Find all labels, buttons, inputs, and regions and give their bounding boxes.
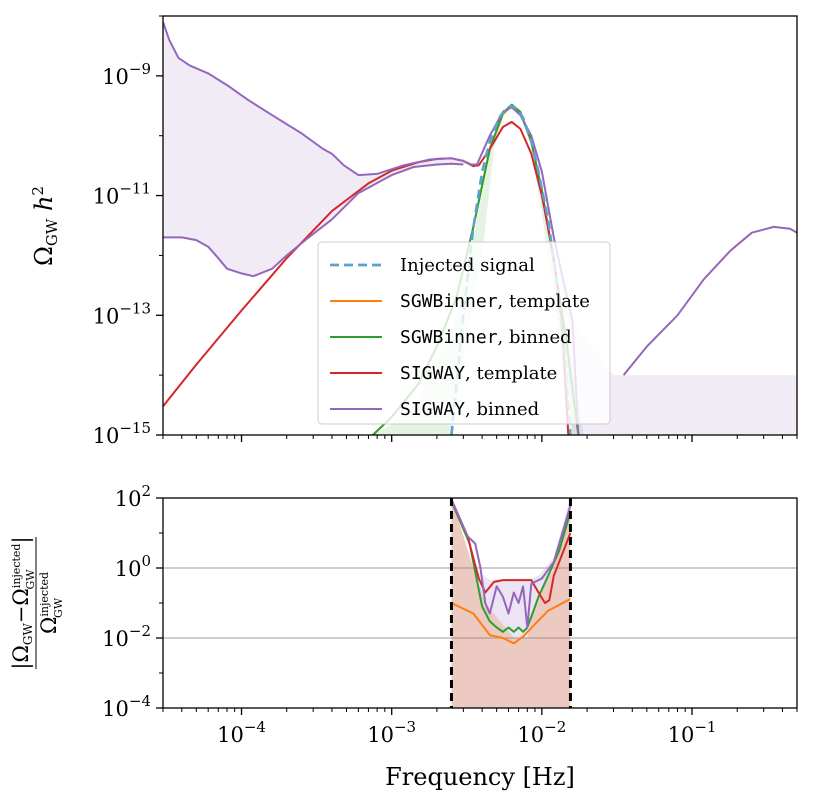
bottom-y-axis-label: |ΩGW−ΩinjectedGW| ΩinjectedGW xyxy=(9,536,65,669)
series-line-sigway-template xyxy=(450,499,572,604)
legend-label-sigway_binned: SIGWAY, binned xyxy=(400,399,539,420)
series-line-sigway-binned xyxy=(450,499,572,629)
y-tick-label: 10−11 xyxy=(93,180,151,209)
x-tick-label: 10−2 xyxy=(517,718,566,747)
bottom-axes-frame xyxy=(162,497,798,709)
sgwb-ratio-band xyxy=(451,498,571,708)
top-panel: 10−9 10−11 10−13 10−15 ΩGW h2 Injected sign… xyxy=(29,15,798,448)
bottom-lines xyxy=(450,499,572,645)
legend: Injected signal SGWBinner, template SGWBin… xyxy=(317,241,611,425)
series-line-sgwbinner-template xyxy=(451,598,571,645)
legend-label-sgwb_template: SGWBinner, template xyxy=(400,291,590,312)
svg-text:ΩinjectedGW: ΩinjectedGW xyxy=(37,572,65,634)
series-line-sigway-binned-high xyxy=(622,225,797,376)
x-tick-label: 10−3 xyxy=(367,718,416,747)
bottom-x-ticks: 10−4 10−3 10−2 10−1 xyxy=(162,708,798,747)
legend-label-injected: Injected signal xyxy=(400,255,535,276)
series-line-sigway-binned xyxy=(163,21,580,435)
y-tick-label: 10−13 xyxy=(93,299,151,328)
y-tick-label: 10−2 xyxy=(102,622,151,651)
y-tick-label: 102 xyxy=(115,482,151,511)
y-tick-label: 10−15 xyxy=(93,419,151,448)
x-axis-label: Frequency [Hz] xyxy=(385,763,575,791)
legend-box xyxy=(317,241,611,425)
top-y-axis-label: ΩGW h2 xyxy=(29,186,61,266)
legend-label-sigway_template: SIGWAY, template xyxy=(400,363,557,384)
x-tick-label: 10−1 xyxy=(668,718,717,747)
top-y-ticks: 10−9 10−11 10−13 10−15 xyxy=(93,15,163,448)
top-x-ticks xyxy=(162,435,798,442)
bottom-panel: 10−4 10−3 10−2 10−1 102 100 10−2 10−4 |ΩGW−Ωin… xyxy=(9,482,798,791)
series-line-sgwbinner-binned xyxy=(450,501,572,633)
series-line-sigway-binned-lower xyxy=(163,162,464,278)
top-axes-frame xyxy=(162,15,798,436)
bottom-vertical-lines xyxy=(449,498,572,708)
x-tick-label: 10−4 xyxy=(217,718,266,747)
y-tick-label: 100 xyxy=(115,552,151,581)
y-tick-label: 10−9 xyxy=(102,60,151,89)
bottom-y-ticks: 102 100 10−2 10−4 xyxy=(102,482,163,721)
y-tick-label: 10−4 xyxy=(102,692,151,721)
legend-items: Injected signal SGWBinner, template SGWBin… xyxy=(330,255,590,420)
svg-text:|ΩGW−ΩinjectedGW|: |ΩGW−ΩinjectedGW| xyxy=(9,536,37,669)
svg-text:ΩGW h2: ΩGW h2 xyxy=(29,186,61,266)
legend-label-sgwb_binned: SGWBinner, binned xyxy=(400,327,572,348)
sigway-binned-band xyxy=(163,21,797,435)
